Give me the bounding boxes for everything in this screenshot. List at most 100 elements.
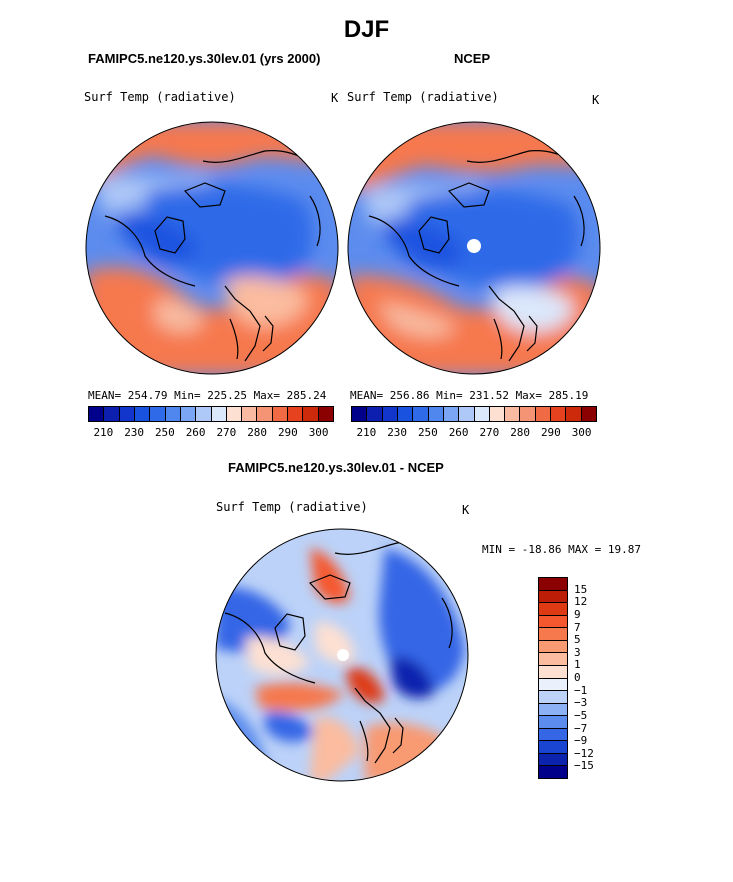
colorbar-swatch xyxy=(397,407,414,421)
colorbar-swatch xyxy=(539,628,567,641)
colorbar-swatch xyxy=(539,678,567,692)
colorbar-swatch xyxy=(539,728,567,742)
units-label-diff: K xyxy=(462,503,470,517)
colorbar-tick-label: 250 xyxy=(154,426,175,439)
colorbar-swatch xyxy=(119,407,135,421)
colorbar-swatch xyxy=(89,407,105,421)
stats-diff: MIN = -18.86 MAX = 19.87 xyxy=(482,543,641,556)
colorbar-swatch xyxy=(535,407,552,421)
colorbar-swatch xyxy=(413,407,429,421)
colorbar-swatch xyxy=(211,407,227,421)
colorbar-swatch xyxy=(539,640,567,654)
colorbar-swatch xyxy=(443,407,460,421)
colorbar-swatch xyxy=(539,653,567,666)
colorbar-tick-label: 230 xyxy=(387,426,408,439)
colorbar-labels-ncep: 210 230 250 260 270 280 290 300 xyxy=(351,426,597,440)
colorbar-labels-model: 210 230 250 260 270 280 290 300 xyxy=(88,426,334,440)
colorbar-tick-label: 12 xyxy=(574,595,588,609)
colorbar-swatch xyxy=(242,407,258,421)
colorbar-tick-label: −12 xyxy=(574,746,594,760)
colorbar-tick-label: 210 xyxy=(93,426,114,439)
colorbar-tick-label: 290 xyxy=(277,426,298,439)
colorbar-labels-diff: 15 12 9 7 5 3 1 0 −1 −3 −5 −7 −9 −12 −15 xyxy=(574,577,614,779)
colorbar-swatch xyxy=(474,407,490,421)
variable-label-ncep: Surf Temp (radiative) xyxy=(347,90,499,104)
polar-map-model xyxy=(85,121,339,375)
panel-heading-diff: FAMIPC5.ne120.ys.30lev.01 - NCEP xyxy=(228,460,444,475)
colorbar-tick-label: 270 xyxy=(479,426,500,439)
colorbar-tick-label: 15 xyxy=(574,582,588,596)
colorbar-tick-label: −15 xyxy=(574,759,594,773)
colorbar-model xyxy=(88,406,334,422)
units-label-model: K xyxy=(331,91,339,105)
colorbar-swatch xyxy=(539,615,567,629)
colorbar-swatch xyxy=(539,691,567,704)
colorbar-swatch xyxy=(566,407,582,421)
colorbar-swatch xyxy=(165,407,181,421)
colorbar-swatch xyxy=(382,407,398,421)
colorbar-tick-label: −7 xyxy=(574,721,588,735)
colorbar-tick-label: 210 xyxy=(356,426,377,439)
pole-hole xyxy=(467,239,481,253)
colorbar-tick-label: 290 xyxy=(540,426,561,439)
colorbar-swatch xyxy=(520,407,536,421)
panel-heading-ncep: NCEP xyxy=(454,51,491,66)
colorbar-tick-label: −1 xyxy=(574,683,588,697)
colorbar-swatch xyxy=(318,407,333,421)
colorbar-swatch xyxy=(489,407,506,421)
colorbar-swatch xyxy=(581,407,596,421)
colorbar-tick-label: −9 xyxy=(574,734,588,748)
colorbar-swatch xyxy=(428,407,444,421)
pole-hole xyxy=(337,649,349,661)
figure-title: DJF xyxy=(343,16,390,43)
colorbar-tick-label: 9 xyxy=(574,607,581,621)
colorbar-swatch xyxy=(288,407,304,421)
colorbar-swatch xyxy=(150,407,166,421)
colorbar-tick-label: 5 xyxy=(574,633,581,647)
colorbar-tick-label: 270 xyxy=(216,426,237,439)
variable-label-model: Surf Temp (radiative) xyxy=(84,90,236,104)
colorbar-swatch xyxy=(104,407,120,421)
colorbar-tick-label: 260 xyxy=(185,426,206,439)
polar-map-difference xyxy=(215,528,469,782)
colorbar-ncep xyxy=(351,406,597,422)
colorbar-swatch xyxy=(303,407,319,421)
colorbar-tick-label: 230 xyxy=(124,426,145,439)
colorbar-swatch xyxy=(539,578,567,591)
colorbar-swatch xyxy=(505,407,521,421)
colorbar-tick-label: −3 xyxy=(574,696,588,710)
colorbar-swatch xyxy=(134,407,151,421)
colorbar-swatch xyxy=(539,741,567,754)
colorbar-tick-label: 260 xyxy=(448,426,469,439)
colorbar-swatch xyxy=(551,407,567,421)
colorbar-tick-label: 300 xyxy=(571,426,592,439)
colorbar-swatch xyxy=(539,603,567,616)
panel-heading-model: FAMIPC5.ne120.ys.30lev.01 (yrs 2000) xyxy=(88,51,321,66)
colorbar-tick-label: 0 xyxy=(574,671,581,684)
colorbar-diff xyxy=(538,577,568,779)
colorbar-swatch xyxy=(539,665,567,679)
colorbar-swatch xyxy=(352,407,368,421)
stats-model: MEAN= 254.79 Min= 225.25 Max= 285.24 xyxy=(88,389,327,402)
colorbar-tick-label: 3 xyxy=(574,645,581,659)
colorbar-tick-label: 7 xyxy=(574,620,581,634)
colorbar-tick-label: 300 xyxy=(308,426,329,439)
colorbar-tick-label: 250 xyxy=(417,426,438,439)
colorbar-swatch xyxy=(539,716,567,729)
colorbar-swatch xyxy=(539,590,567,604)
colorbar-tick-label: −5 xyxy=(574,708,588,722)
colorbar-swatch xyxy=(459,407,475,421)
colorbar-swatch xyxy=(539,753,567,767)
variable-label-diff: Surf Temp (radiative) xyxy=(216,500,368,514)
units-label-ncep: K xyxy=(592,93,600,107)
colorbar-swatch xyxy=(226,407,243,421)
colorbar-tick-label: 280 xyxy=(510,426,531,439)
colorbar-swatch xyxy=(257,407,273,421)
colorbar-tick-label: 280 xyxy=(247,426,268,439)
colorbar-swatch xyxy=(196,407,212,421)
stats-ncep: MEAN= 256.86 Min= 231.52 Max= 285.19 xyxy=(350,389,589,402)
colorbar-swatch xyxy=(539,766,567,778)
colorbar-swatch xyxy=(272,407,289,421)
polar-map-ncep xyxy=(347,121,601,375)
colorbar-swatch xyxy=(539,703,567,717)
